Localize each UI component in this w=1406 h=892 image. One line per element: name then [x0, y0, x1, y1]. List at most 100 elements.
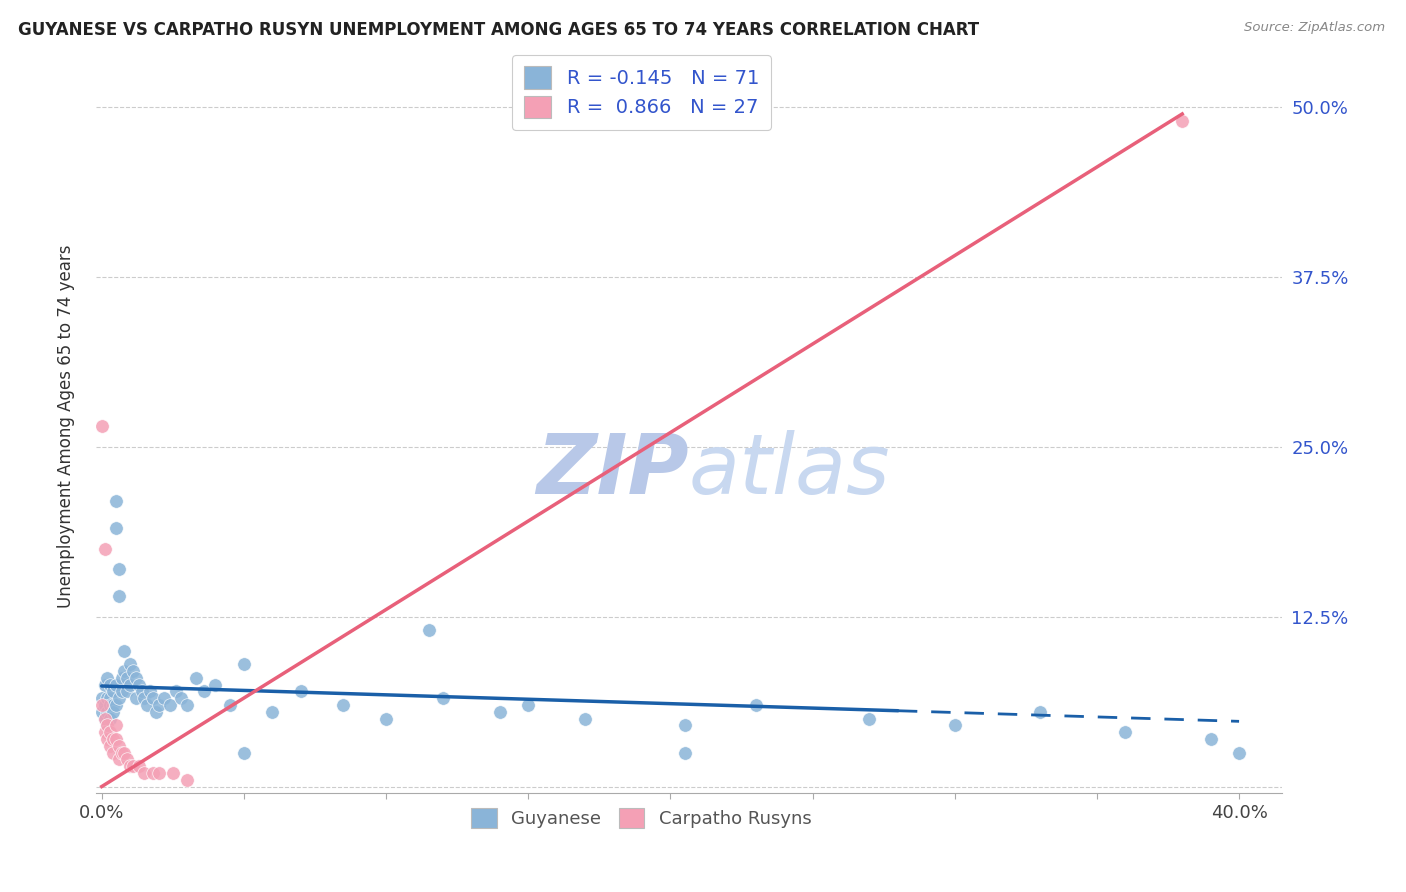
Point [96, 705, 118, 719]
Point [104, 521, 127, 535]
Point [114, 643, 136, 657]
Point [93, 678, 115, 692]
Point [193, 684, 215, 698]
Point [90, 705, 112, 719]
Point [1114, 725, 1136, 739]
Point [218, 698, 240, 712]
Point [107, 739, 129, 753]
Point [101, 698, 124, 712]
Point [673, 718, 696, 732]
Point [1199, 731, 1222, 746]
Point [332, 698, 354, 712]
Point [117, 671, 139, 685]
Point [90, 419, 112, 434]
Point [104, 698, 127, 712]
Point [110, 671, 132, 685]
Point [142, 691, 165, 706]
Point [184, 671, 207, 685]
Point [104, 678, 127, 692]
Point [107, 562, 129, 576]
Point [125, 671, 148, 685]
Point [139, 684, 162, 698]
Point [98, 698, 121, 712]
Point [107, 752, 129, 766]
Point [93, 698, 115, 712]
Point [98, 712, 121, 726]
Point [204, 678, 226, 692]
Point [90, 698, 112, 712]
Point [128, 759, 150, 773]
Point [125, 691, 148, 706]
Point [153, 691, 176, 706]
Point [120, 657, 142, 672]
Point [98, 739, 121, 753]
Point [134, 691, 156, 706]
Point [232, 657, 254, 672]
Point [375, 712, 398, 726]
Point [96, 731, 118, 746]
Point [110, 684, 132, 698]
Point [176, 698, 198, 712]
Point [120, 678, 142, 692]
Point [107, 590, 129, 604]
Point [145, 705, 167, 719]
Point [517, 698, 540, 712]
Point [96, 671, 118, 685]
Point [96, 718, 118, 732]
Point [432, 691, 454, 706]
Point [117, 752, 139, 766]
Point [142, 766, 165, 780]
Point [418, 624, 440, 638]
Point [744, 698, 766, 712]
Point [162, 766, 184, 780]
Point [107, 691, 129, 706]
Point [1029, 705, 1052, 719]
Text: GUYANESE VS CARPATHO RUSYN UNEMPLOYMENT AMONG AGES 65 TO 74 YEARS CORRELATION CH: GUYANESE VS CARPATHO RUSYN UNEMPLOYMENT … [18, 21, 980, 39]
Point [98, 678, 121, 692]
Legend: Guyanese, Carpatho Rusyns: Guyanese, Carpatho Rusyns [464, 800, 818, 836]
Point [101, 746, 124, 760]
Point [488, 705, 510, 719]
Point [96, 718, 118, 732]
Point [165, 684, 187, 698]
Point [120, 759, 142, 773]
Point [148, 698, 170, 712]
Point [90, 691, 112, 706]
Point [574, 712, 596, 726]
Text: ZIP: ZIP [536, 430, 689, 511]
Text: atlas: atlas [689, 430, 890, 511]
Point [93, 712, 115, 726]
Point [101, 705, 124, 719]
Point [122, 664, 145, 678]
Point [131, 684, 153, 698]
Point [110, 746, 132, 760]
Point [148, 766, 170, 780]
Text: Source: ZipAtlas.com: Source: ZipAtlas.com [1244, 21, 1385, 35]
Point [104, 494, 127, 508]
Point [176, 772, 198, 787]
Point [117, 684, 139, 698]
Point [290, 684, 312, 698]
Point [232, 746, 254, 760]
Point [104, 718, 127, 732]
Point [673, 746, 696, 760]
Point [1171, 113, 1194, 128]
Point [114, 746, 136, 760]
Point [858, 712, 880, 726]
Point [96, 691, 118, 706]
Point [101, 684, 124, 698]
Point [943, 718, 966, 732]
Point [1227, 746, 1250, 760]
Point [104, 731, 127, 746]
Point [170, 691, 193, 706]
Point [122, 759, 145, 773]
Point [98, 691, 121, 706]
Point [128, 678, 150, 692]
Point [101, 731, 124, 746]
Point [93, 712, 115, 726]
Point [136, 698, 159, 712]
Point [98, 725, 121, 739]
Point [134, 766, 156, 780]
Point [262, 705, 284, 719]
Point [93, 541, 115, 556]
